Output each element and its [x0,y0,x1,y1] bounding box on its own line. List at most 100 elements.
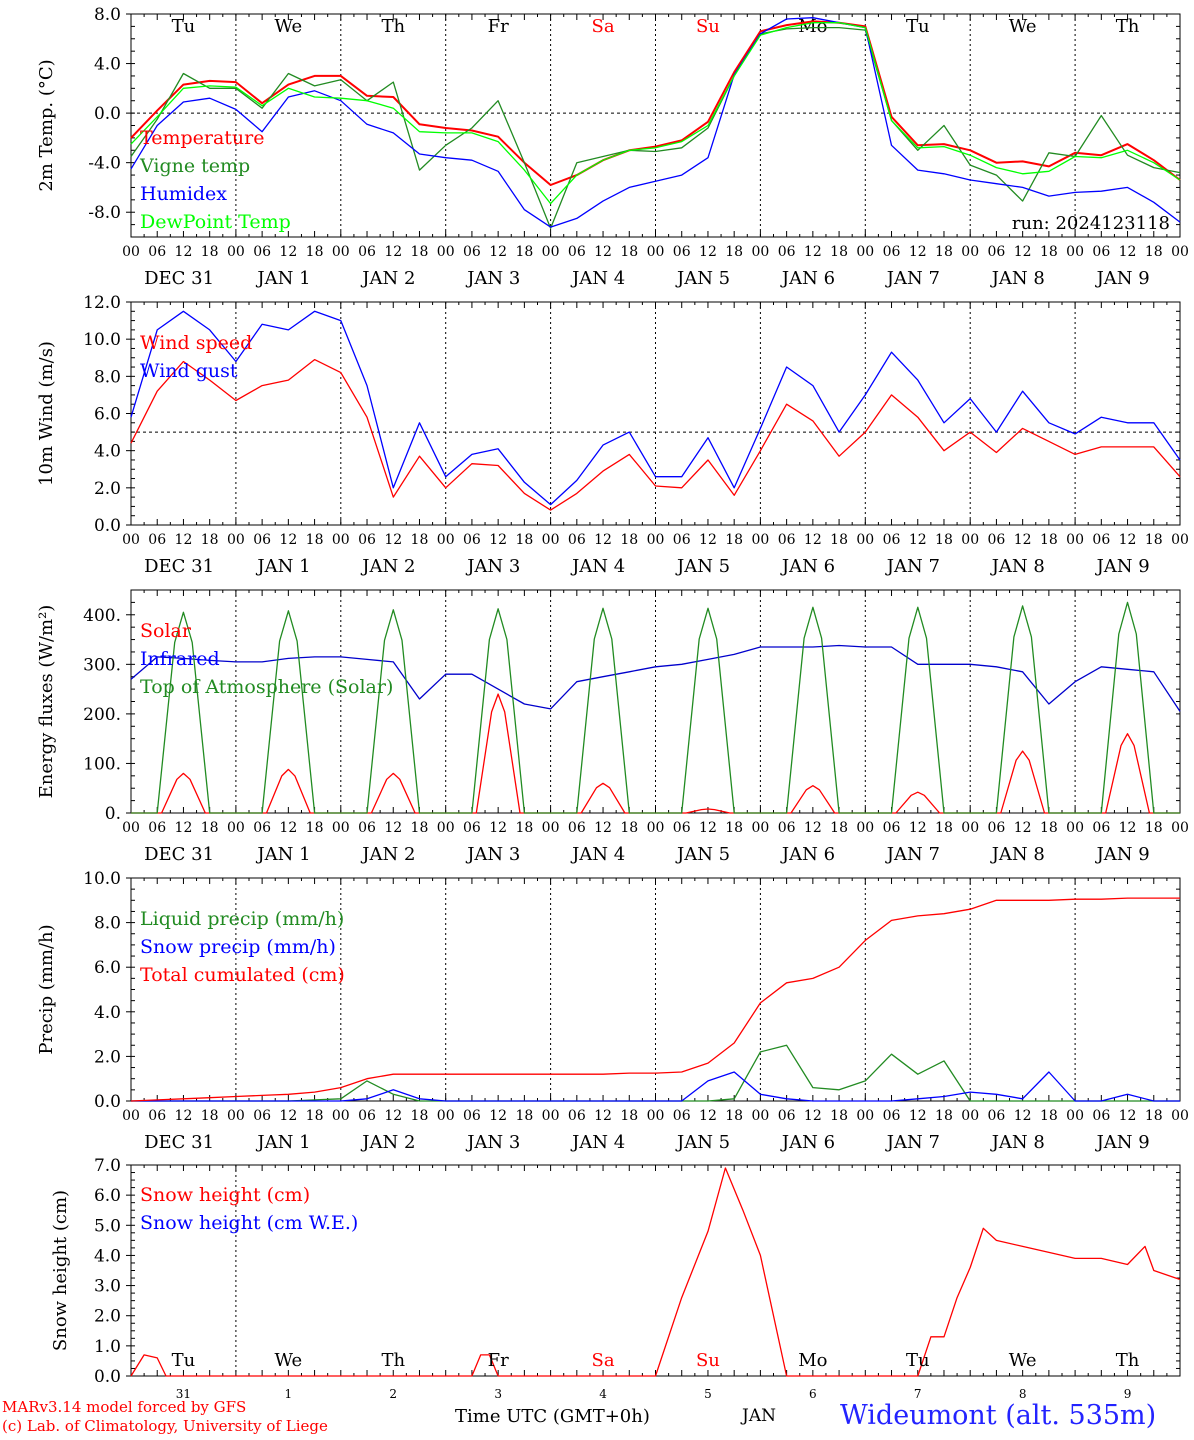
date-label: JAN 2 [360,844,415,865]
date-label: JAN 6 [780,268,835,289]
date-label: JAN 5 [675,1132,730,1153]
legend-entry: Wind gust [140,360,238,382]
hour-label: 18 [725,244,743,260]
hour-label: 00 [122,532,140,548]
hour-label: 12 [909,532,927,548]
hour-label: 00 [227,1108,245,1124]
station-name: Wideumont (alt. 535m) [840,1400,1157,1431]
hour-label: 00 [647,532,665,548]
date-label: JAN 3 [465,1132,520,1153]
day-name: Tu [906,1350,930,1371]
date-label: JAN 8 [990,1132,1045,1153]
hour-label: 12 [699,244,717,260]
y-tick-label: 400. [83,606,121,626]
hour-label: 00 [122,1108,140,1124]
y-tick-label: 4.0 [94,442,121,462]
date-label: JAN 6 [780,844,835,865]
series-line [131,601,1180,814]
series-line [130,358,1181,511]
hour-label: 12 [804,532,822,548]
series-line [130,17,1181,228]
series-line [130,1167,1181,1377]
hour-label: 18 [830,820,848,836]
y-tick-label: 4.0 [94,1003,121,1023]
hour-label: 00 [542,532,560,548]
hour-label: 00 [332,1108,350,1124]
hour-label: 00 [961,1108,979,1124]
day-name: Th [381,1350,405,1371]
y-tick-label: 10.0 [83,869,121,889]
hour-label: 00 [961,244,979,260]
series-line [130,644,1181,712]
hour-label: 00 [647,820,665,836]
hour-label: 12 [1119,244,1137,260]
y-axis-title: 10m Wind (m/s) [36,341,57,486]
date-label: JAN 3 [465,556,520,577]
hour-label: 06 [673,820,691,836]
hour-label: 06 [358,532,376,548]
y-tick-label: 300. [83,655,121,675]
legend-entry: Wind speed [140,332,252,354]
y-tick-label: 4.0 [94,55,121,75]
hour-label: 06 [463,532,481,548]
y-tick-label: 7.0 [94,1156,121,1176]
day-name: We [275,1350,303,1371]
hour-label: 06 [988,820,1006,836]
hour-label: 00 [961,532,979,548]
run-annotation: run: 2024123118 [1012,213,1170,234]
day-name: Sa [592,1350,615,1371]
hour-label: 06 [988,532,1006,548]
y-axis-title: 2m Temp. (°C) [36,59,57,191]
date-label: JAN 2 [360,268,415,289]
date-label: DEC 31 [144,1132,214,1153]
day-name: Su [696,16,720,37]
panel-3: 400. 300. 200. 100. 0. Energy fluxes (W/m²) 00… [36,589,1189,865]
date-label: JAN 7 [885,1132,940,1153]
hour-label: 18 [935,820,953,836]
hour-label: 12 [699,820,717,836]
hour-label: 12 [1119,1108,1137,1124]
hour-label: 12 [489,820,507,836]
day-number: 9 [1124,1387,1132,1401]
hour-label: 12 [384,532,402,548]
panel-1: 8.0 4.0 0.0 -4.0 -8.0 2m Temp. (°C) 00 06 12 18 00… [36,5,1189,289]
hour-label: 12 [489,532,507,548]
hour-label: 06 [358,244,376,260]
day-number: 7 [914,1387,922,1401]
day-name: We [1009,16,1037,37]
hour-label: 18 [515,532,533,548]
hour-label: 00 [437,820,455,836]
hour-label: 06 [883,244,901,260]
date-label: DEC 31 [144,556,214,577]
day-name: Tu [172,1350,196,1371]
hour-label: 00 [751,820,769,836]
hour-label: 00 [332,820,350,836]
legend-entry: Humidex [140,183,227,205]
hour-label: 18 [1040,532,1058,548]
date-label: JAN 4 [570,556,625,577]
y-tick-label: 6.0 [94,958,121,978]
day-number: 6 [809,1387,817,1401]
hour-label: 18 [725,1108,743,1124]
y-tick-label: 0.0 [94,1092,121,1112]
y-tick-label: 2.0 [94,1047,121,1067]
hour-label: 06 [1092,820,1110,836]
hour-label: 12 [699,532,717,548]
hour-label: 18 [1040,1108,1058,1124]
hour-label: 06 [988,1108,1006,1124]
date-label: JAN 4 [570,1132,625,1153]
date-label: JAN 9 [1095,268,1150,289]
hour-label: 12 [279,532,297,548]
hour-label: 06 [778,1108,796,1124]
x-axis-title: Time UTC (GMT+0h) [455,1406,650,1427]
hour-label: 06 [463,244,481,260]
y-tick-label: 0.0 [94,104,121,124]
hour-label: 06 [1092,244,1110,260]
hour-label: 18 [201,1108,219,1124]
hour-label: 18 [725,532,743,548]
hour-label: 00 [542,1108,560,1124]
hour-label: 18 [306,244,324,260]
hour-label: 06 [463,820,481,836]
y-tick-label: 8.0 [94,5,121,25]
hour-label: 18 [935,532,953,548]
